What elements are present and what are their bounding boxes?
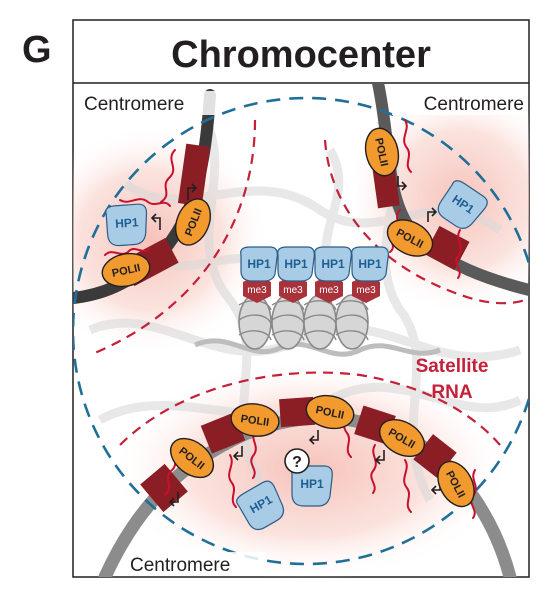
- satellite-rna-label-line2: RNA: [431, 382, 472, 403]
- title: Chromocenter: [171, 34, 431, 76]
- me3-mark-2: me3: [279, 275, 307, 303]
- svg-text:HP1: HP1: [358, 257, 382, 271]
- svg-text:POLII: POLII: [240, 413, 270, 429]
- centromere-label-top-right: Centromere: [424, 94, 524, 115]
- polii-complexes: POLII POLII POLII POLII POLII POLII: [101, 127, 475, 508]
- bound-hp1-row: HP1 HP1 HP1 HP1: [240, 246, 389, 282]
- svg-text:POLII: POLII: [372, 137, 390, 168]
- free-hp1-molecules: HP1 HP1 HP1 HP1: [105, 180, 488, 531]
- polii-tr-2: POLII: [386, 219, 434, 257]
- svg-text:HP1: HP1: [115, 215, 140, 231]
- svg-text:me3: me3: [283, 285, 303, 296]
- svg-text:HP1: HP1: [321, 257, 345, 271]
- svg-text:me3: me3: [247, 285, 267, 296]
- centromere-label-bottom: Centromere: [130, 555, 230, 576]
- me3-marks: me3 me3 me3 me3: [243, 275, 380, 303]
- panel-letter: G: [22, 29, 52, 71]
- svg-text:HP1: HP1: [300, 477, 324, 491]
- polii-tl-2: POLII: [101, 252, 151, 288]
- svg-text:HP1: HP1: [247, 257, 271, 271]
- svg-text:POLII: POLII: [111, 262, 142, 280]
- polii-b-4: POLII: [379, 418, 425, 458]
- svg-text:me3: me3: [356, 285, 376, 296]
- polii-b-2: POLII: [230, 403, 280, 437]
- me3-mark-4: me3: [352, 275, 380, 303]
- hp1-bound-1: HP1: [240, 246, 278, 282]
- me3-mark-3: me3: [315, 275, 343, 303]
- hp1-bound-3: HP1: [314, 246, 352, 282]
- polii-b-3: POLII: [305, 394, 355, 430]
- satellite-block-b-3: [279, 396, 315, 428]
- hp1-free-b-2: HP1: [291, 465, 333, 507]
- satellite-rna-label-line1: Satellite: [416, 356, 489, 377]
- hp1-bound-2: HP1: [277, 246, 315, 282]
- satellite-block-b-1: [140, 463, 188, 513]
- svg-text:POLII: POLII: [314, 404, 345, 422]
- satellite-block-b-5: [413, 434, 457, 478]
- polii-b-1: POLII: [169, 437, 215, 479]
- centromere-label-bg-b: [126, 552, 266, 576]
- centromere-label-top-left: Centromere: [84, 94, 184, 115]
- hp1-free-tr: HP1: [437, 180, 488, 229]
- question-mark-text: ?: [292, 454, 302, 471]
- satellite-block-tl-1: [177, 143, 211, 207]
- hp1-free-tl: HP1: [105, 203, 148, 247]
- hp1-bound-4: HP1: [351, 246, 389, 282]
- svg-text:me3: me3: [319, 285, 339, 296]
- diagram-body: POLII POLII POLII POLII POLII POLII: [73, 83, 529, 577]
- polii-b-5: POLII: [437, 460, 475, 508]
- centromere-label-bg-tl: [80, 91, 218, 115]
- svg-text:HP1: HP1: [284, 257, 308, 271]
- me3-mark-1: me3: [243, 275, 271, 303]
- hp1-free-b-1: HP1: [236, 480, 285, 531]
- centromere-label-bg-tr: [392, 91, 526, 115]
- polii-tr-1: POLII: [364, 127, 400, 177]
- polii-tl-1: POLII: [174, 198, 212, 246]
- question-mark-icon: ?: [284, 448, 310, 474]
- satellite-domain-boundaries: [89, 119, 526, 446]
